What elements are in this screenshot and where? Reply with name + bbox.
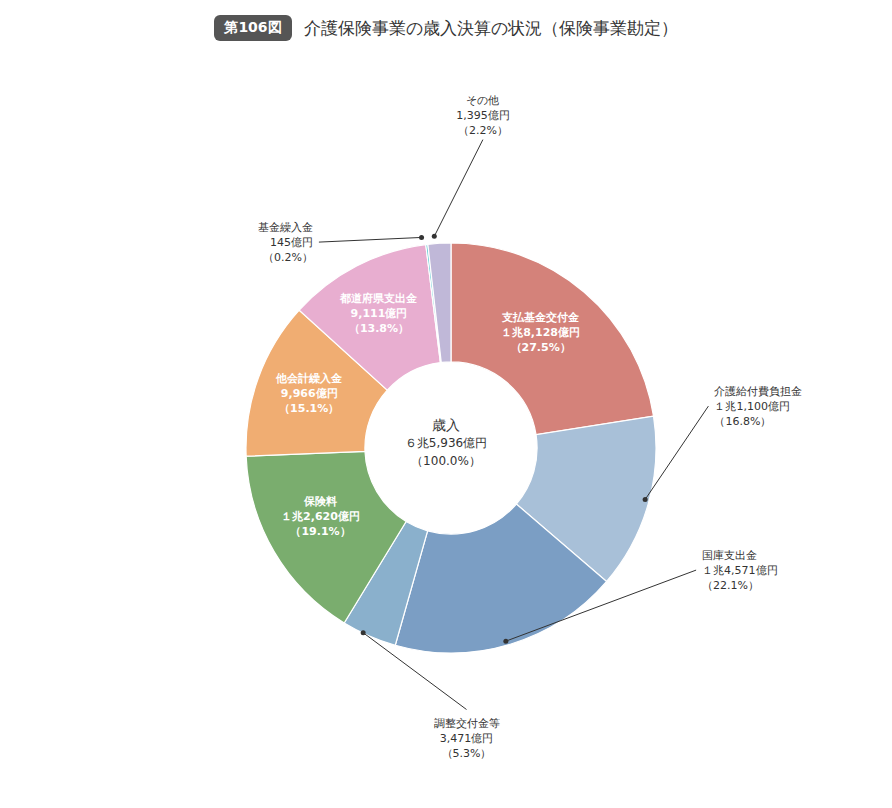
svg-text:その他1,395億円（2.2%）: その他1,395億円（2.2%） bbox=[456, 94, 510, 137]
svg-text:他会計繰入金9,966億円（15.1%）: 他会計繰入金9,966億円（15.1%） bbox=[275, 372, 343, 415]
svg-text:都道府県支出金9,111億円（13.8%）: 都道府県支出金9,111億円（13.8%） bbox=[339, 292, 418, 335]
svg-text:支払基金交付金１兆8,128億円（27.5%）: 支払基金交付金１兆8,128億円（27.5%） bbox=[501, 311, 580, 354]
svg-text:基金繰入金145億円（0.2%）: 基金繰入金145億円（0.2%） bbox=[258, 221, 313, 264]
html-text:介護保険事業の歳入決算の状況（保険事業勘定）: 介護保険事業の歳入決算の状況（保険事業勘定） bbox=[303, 17, 678, 38]
svg-text:調整交付金等3,471億円（5.3%）: 調整交付金等3,471億円（5.3%） bbox=[434, 717, 500, 760]
svg-text:介護給付費負担金１兆1,100億円（16.8%）: 介護給付費負担金１兆1,100億円（16.8%） bbox=[714, 385, 802, 428]
svg-text:歳入６兆5,936億円（100.0%）: 歳入６兆5,936億円（100.0%） bbox=[405, 417, 487, 468]
svg-text:国庫支出金１兆4,571億円（22.1%）: 国庫支出金１兆4,571億円（22.1%） bbox=[702, 549, 778, 592]
svg-text:保険料１兆2,620億円（19.1%）: 保険料１兆2,620億円（19.1%） bbox=[281, 495, 360, 538]
html-text:第106図: 第106図 bbox=[224, 19, 282, 35]
